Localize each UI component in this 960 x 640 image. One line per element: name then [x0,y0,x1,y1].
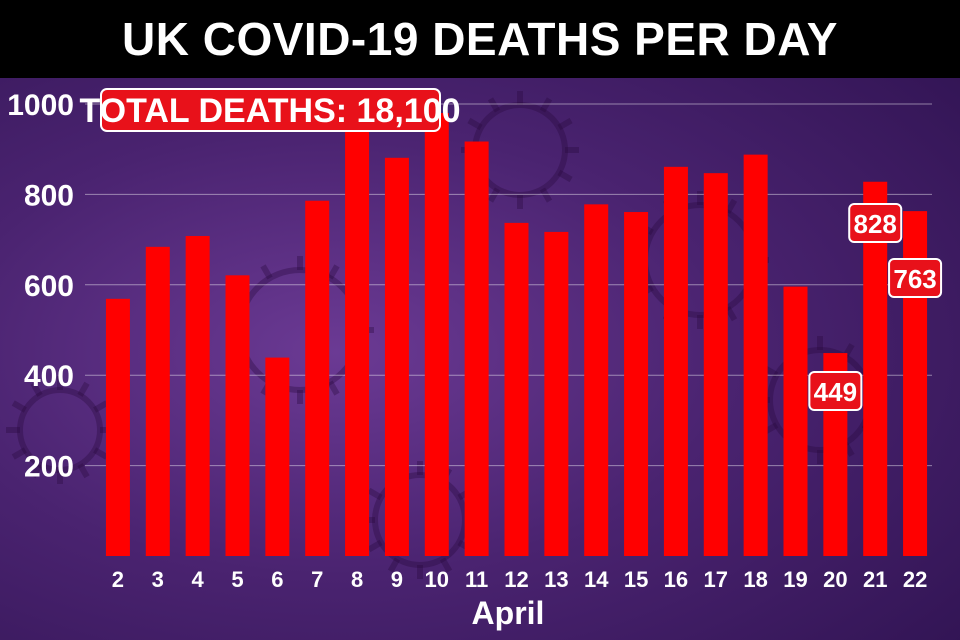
y-tick-label: 1000 [7,89,74,122]
bars [105,113,928,557]
x-tick-label: 12 [504,567,528,592]
bar [305,200,330,556]
svg-text:763: 763 [893,264,936,294]
bar [384,157,409,556]
x-tick-label: 14 [584,567,609,592]
data-labels: 449 828 763 [808,203,943,411]
bar [863,181,888,556]
y-tick-label: 200 [24,451,74,484]
x-tick-label: 4 [192,567,205,592]
x-tick-label: 2 [112,567,124,592]
bar [345,132,370,557]
x-tick-label: 9 [391,567,403,592]
title-bar: UK COVID-19 DEATHS PER DAY [0,0,960,78]
bar [783,286,808,556]
y-axis: 200 400 600 800 1000 [7,89,74,484]
x-tick-label: 8 [351,567,363,592]
x-tick-label: 5 [231,567,243,592]
x-tick-label: 20 [823,567,847,592]
x-tick-label: 6 [271,567,283,592]
total-deaths-text: TOTAL DEATHS: 18,100 [79,92,460,130]
chart-title: UK COVID-19 DEATHS PER DAY [122,13,838,65]
data-label: 449 [808,371,863,411]
bar [145,246,170,556]
bar [584,204,609,556]
bar [185,235,210,556]
bar [743,154,768,556]
x-tick-label: 3 [152,567,164,592]
bar [624,212,649,556]
x-tick-label: 10 [425,567,449,592]
x-tick-label: 16 [664,567,688,592]
virus-shape [6,376,114,484]
svg-text:828: 828 [854,209,897,239]
x-tick-label: 13 [544,567,568,592]
y-tick-label: 400 [24,360,74,393]
bar [544,231,569,556]
x-tick-label: 18 [743,567,767,592]
x-tick-label: 21 [863,567,887,592]
bar [225,275,250,556]
x-axis: 2 3 4 5 6 7 8 9 10 11 12 13 14 15 16 17 18 19 20 21 22 [112,567,928,592]
x-tick-label: 11 [465,567,488,592]
bar [105,298,130,556]
bar [663,166,688,556]
virus-shape [361,461,479,579]
x-tick-label: 7 [311,567,323,592]
x-axis-label: April [472,595,545,631]
bar [265,357,290,556]
svg-text:449: 449 [814,377,857,407]
x-tick-label: 15 [624,567,648,592]
data-label: 763 [888,258,943,298]
bar [504,222,529,556]
total-deaths-annotation: TOTAL DEATHS: 18,100 [79,88,461,132]
y-tick-label: 600 [24,270,74,303]
data-label: 828 [848,203,903,243]
x-tick-label: 22 [903,567,927,592]
bar [464,141,489,557]
bar [703,173,728,556]
bar [424,113,449,556]
x-tick-label: 17 [704,567,728,592]
y-tick-label: 800 [24,179,74,212]
x-tick-label: 19 [783,567,807,592]
